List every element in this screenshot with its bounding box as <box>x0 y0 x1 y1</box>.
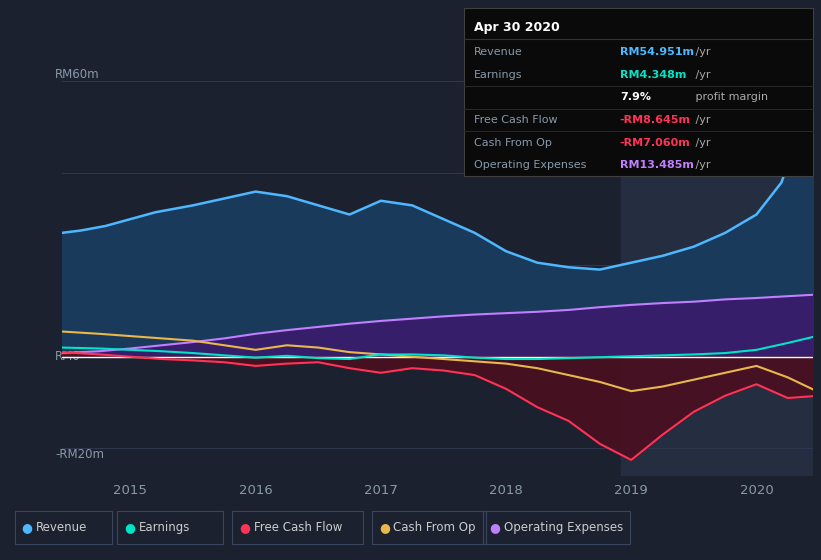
Text: ●: ● <box>124 521 135 534</box>
Text: Cash From Op: Cash From Op <box>474 138 552 147</box>
Text: RM60m: RM60m <box>55 68 100 82</box>
Text: Operating Expenses: Operating Expenses <box>504 521 623 534</box>
Text: Apr 30 2020: Apr 30 2020 <box>474 21 559 34</box>
Text: -RM20m: -RM20m <box>55 449 104 461</box>
Text: /yr: /yr <box>692 47 711 57</box>
Text: ●: ● <box>378 521 390 534</box>
Text: /yr: /yr <box>692 70 711 80</box>
Text: RM54.951m: RM54.951m <box>620 47 694 57</box>
Text: -RM7.060m: -RM7.060m <box>620 138 690 147</box>
Text: profit margin: profit margin <box>692 92 768 102</box>
Text: Earnings: Earnings <box>139 521 190 534</box>
Text: Revenue: Revenue <box>474 47 522 57</box>
Text: Operating Expenses: Operating Expenses <box>474 160 586 170</box>
Text: RM4.348m: RM4.348m <box>620 70 686 80</box>
Text: RM13.485m: RM13.485m <box>620 160 694 170</box>
Text: RM0: RM0 <box>55 350 81 363</box>
Text: 7.9%: 7.9% <box>620 92 651 102</box>
Text: Free Cash Flow: Free Cash Flow <box>474 115 557 125</box>
Text: Revenue: Revenue <box>36 521 88 534</box>
Text: Free Cash Flow: Free Cash Flow <box>254 521 342 534</box>
Text: Cash From Op: Cash From Op <box>393 521 475 534</box>
Text: /yr: /yr <box>692 138 711 147</box>
Bar <box>621 45 813 476</box>
Text: ●: ● <box>21 521 33 534</box>
Text: Earnings: Earnings <box>474 70 522 80</box>
Text: ●: ● <box>239 521 250 534</box>
Text: ●: ● <box>489 521 501 534</box>
Text: /yr: /yr <box>692 160 711 170</box>
Text: -RM8.645m: -RM8.645m <box>620 115 690 125</box>
Text: /yr: /yr <box>692 115 711 125</box>
